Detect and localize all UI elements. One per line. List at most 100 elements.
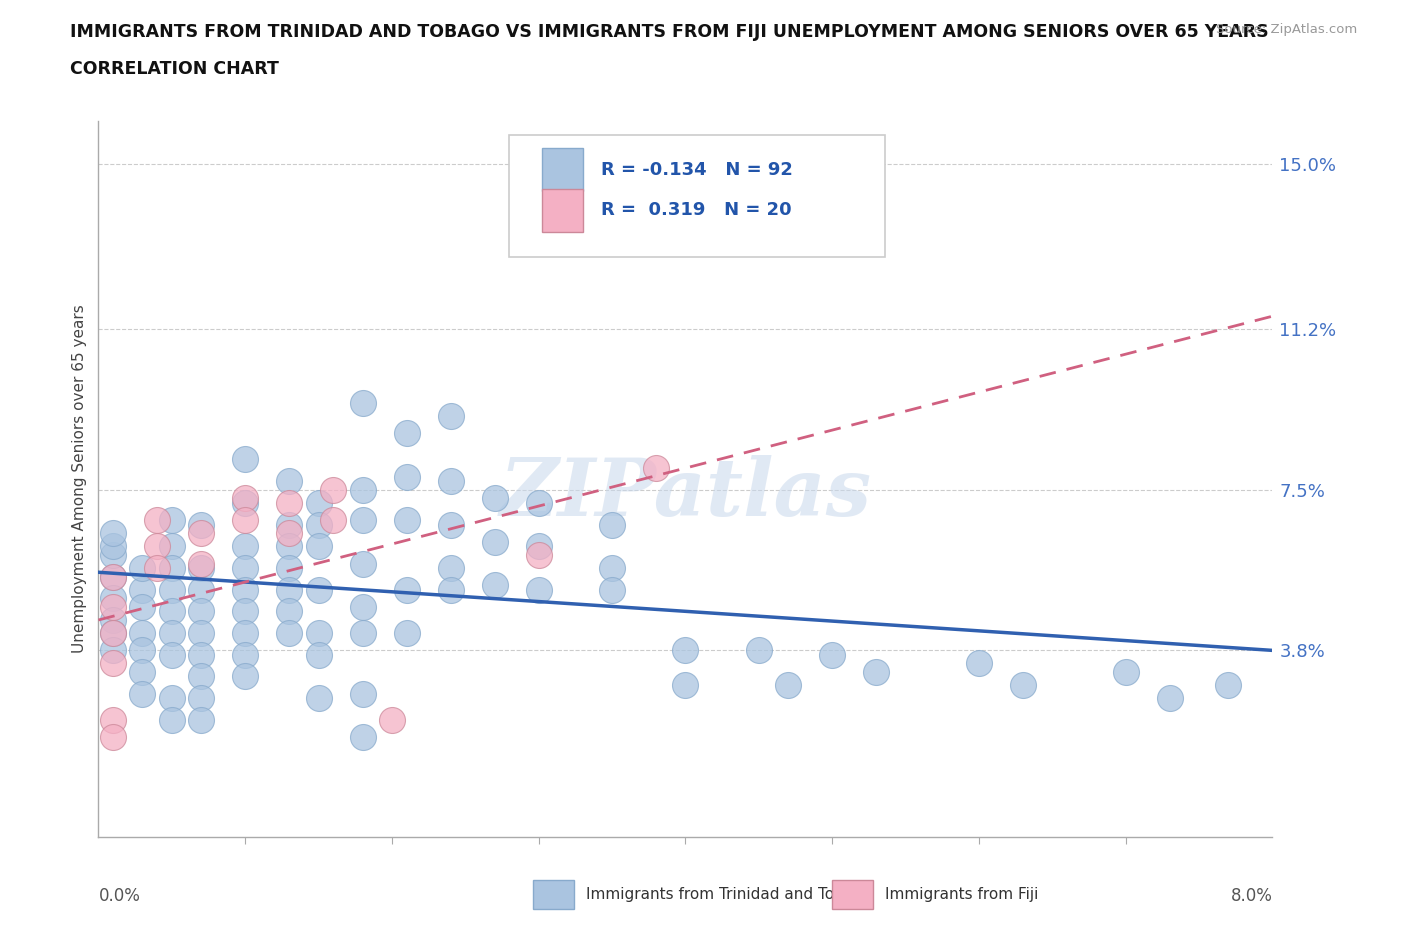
Point: [131, 600, 153, 615]
Point: [352, 512, 374, 527]
Point: [160, 561, 183, 576]
Point: [322, 512, 344, 527]
Point: [278, 538, 301, 553]
Point: [821, 647, 844, 662]
Point: [308, 626, 330, 641]
Point: [527, 548, 550, 563]
Point: [440, 582, 463, 597]
FancyBboxPatch shape: [832, 880, 873, 909]
Point: [233, 669, 256, 684]
Point: [352, 600, 374, 615]
Point: [395, 512, 418, 527]
Point: [101, 600, 124, 615]
Point: [233, 626, 256, 641]
Point: [352, 483, 374, 498]
Point: [131, 582, 153, 597]
Point: [101, 656, 124, 671]
Point: [160, 604, 183, 618]
Point: [190, 556, 212, 571]
Point: [233, 452, 256, 467]
Point: [352, 626, 374, 641]
Point: [278, 496, 301, 511]
Point: [233, 647, 256, 662]
Point: [484, 491, 506, 506]
Point: [322, 483, 344, 498]
Point: [190, 517, 212, 532]
FancyBboxPatch shape: [533, 880, 574, 909]
Point: [101, 730, 124, 745]
Point: [600, 561, 623, 576]
Point: [600, 582, 623, 597]
Point: [131, 626, 153, 641]
Point: [278, 626, 301, 641]
Point: [352, 556, 374, 571]
Point: [160, 512, 183, 527]
Point: [160, 582, 183, 597]
Point: [131, 561, 153, 576]
Point: [233, 496, 256, 511]
Point: [308, 496, 330, 511]
Text: Source: ZipAtlas.com: Source: ZipAtlas.com: [1216, 23, 1357, 36]
Point: [190, 669, 212, 684]
Y-axis label: Unemployment Among Seniors over 65 years: Unemployment Among Seniors over 65 years: [72, 305, 87, 653]
Point: [101, 525, 124, 540]
Point: [146, 561, 169, 576]
Point: [645, 460, 668, 475]
Point: [190, 626, 212, 641]
Point: [160, 626, 183, 641]
Point: [308, 538, 330, 553]
Point: [395, 582, 418, 597]
Point: [101, 712, 124, 727]
Point: [278, 473, 301, 488]
Point: [190, 712, 212, 727]
Text: Immigrants from Fiji: Immigrants from Fiji: [884, 887, 1039, 902]
Point: [967, 656, 990, 671]
Point: [146, 538, 169, 553]
Point: [160, 647, 183, 662]
Point: [748, 643, 770, 658]
Point: [233, 538, 256, 553]
Point: [278, 525, 301, 540]
Point: [1159, 691, 1181, 706]
Point: [381, 712, 404, 727]
FancyBboxPatch shape: [543, 148, 583, 191]
Point: [233, 561, 256, 576]
Point: [527, 538, 550, 553]
Text: R = -0.134   N = 92: R = -0.134 N = 92: [600, 161, 793, 179]
Point: [160, 538, 183, 553]
Point: [308, 517, 330, 532]
Point: [278, 582, 301, 597]
Point: [352, 395, 374, 410]
Point: [233, 491, 256, 506]
Point: [233, 512, 256, 527]
Point: [1218, 678, 1240, 693]
Point: [395, 470, 418, 485]
Text: R =  0.319   N = 20: R = 0.319 N = 20: [600, 202, 792, 219]
Point: [395, 426, 418, 441]
Point: [278, 517, 301, 532]
Text: CORRELATION CHART: CORRELATION CHART: [70, 60, 280, 78]
Point: [440, 408, 463, 423]
Point: [101, 548, 124, 563]
Point: [131, 686, 153, 701]
Point: [233, 604, 256, 618]
Point: [1012, 678, 1035, 693]
Point: [484, 535, 506, 550]
Point: [131, 665, 153, 680]
Point: [101, 591, 124, 605]
Point: [440, 473, 463, 488]
Point: [160, 712, 183, 727]
Point: [865, 665, 887, 680]
Point: [600, 517, 623, 532]
Point: [101, 569, 124, 584]
Point: [484, 578, 506, 592]
Point: [1115, 665, 1137, 680]
Point: [101, 626, 124, 641]
Point: [190, 525, 212, 540]
Text: ZIPatlas: ZIPatlas: [499, 455, 872, 532]
Point: [352, 686, 374, 701]
Point: [233, 582, 256, 597]
Point: [440, 517, 463, 532]
Point: [778, 678, 800, 693]
Text: 0.0%: 0.0%: [98, 887, 141, 905]
